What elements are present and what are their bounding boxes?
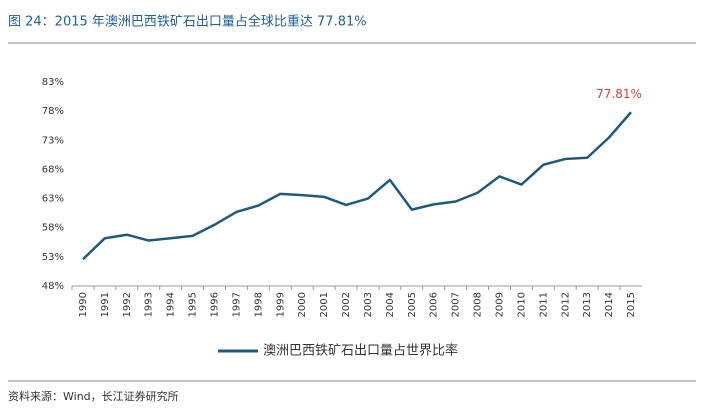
x-tick-label: 2010	[516, 292, 527, 317]
x-tick-label: 1990	[78, 292, 89, 317]
y-tick-label: 58%	[42, 223, 64, 234]
y-tick-label: 83%	[42, 77, 64, 88]
x-tick-label: 2005	[407, 292, 418, 317]
legend-label: 澳洲巴西铁矿石出口量占世界比率	[263, 343, 458, 359]
x-tick-label: 2009	[495, 292, 506, 317]
x-tick-label: 2011	[538, 292, 549, 317]
x-tick-label: 1995	[188, 292, 199, 317]
x-tick-label: 1992	[122, 292, 133, 317]
x-tick-label: 2003	[363, 292, 374, 317]
x-tick-label: 2008	[473, 292, 484, 317]
y-tick-label: 73%	[42, 135, 64, 146]
x-tick-label: 2000	[297, 292, 308, 317]
x-tick-label: 2006	[429, 292, 440, 317]
y-tick-label: 53%	[42, 252, 64, 263]
y-tick-label: 78%	[42, 106, 64, 117]
x-tick-label: 2012	[560, 292, 571, 317]
x-tick-label: 2004	[385, 292, 396, 317]
source: 资料来源：Wind，长江证券研究所	[8, 389, 179, 403]
x-tick-label: 2007	[451, 292, 462, 317]
x-tick-label: 2014	[604, 292, 615, 317]
x-tick-label: 1997	[231, 292, 242, 317]
y-tick-label: 48%	[42, 281, 64, 292]
x-tick-label: 1996	[210, 292, 221, 317]
x-tick-label: 1999	[275, 292, 286, 317]
line	[82, 111, 632, 261]
x-tick-label: 1993	[144, 292, 155, 317]
value-label: 77.81%	[596, 87, 642, 101]
x-tick-label: 1994	[166, 292, 177, 317]
chart-title: 图 24：2015 年澳洲巴西铁矿石出口量占全球比重达 77.81%	[8, 14, 367, 30]
x-tick-label: 2013	[582, 292, 593, 317]
x-tick-label: 2001	[319, 292, 330, 317]
y-tick-label: 63%	[42, 194, 64, 205]
x-tick-label: 1991	[100, 292, 111, 317]
x-tick-label: 2002	[341, 292, 352, 317]
x-tick-label: 1998	[253, 292, 264, 317]
y-tick-label: 68%	[42, 164, 64, 175]
x-tick-label: 2015	[626, 292, 637, 317]
